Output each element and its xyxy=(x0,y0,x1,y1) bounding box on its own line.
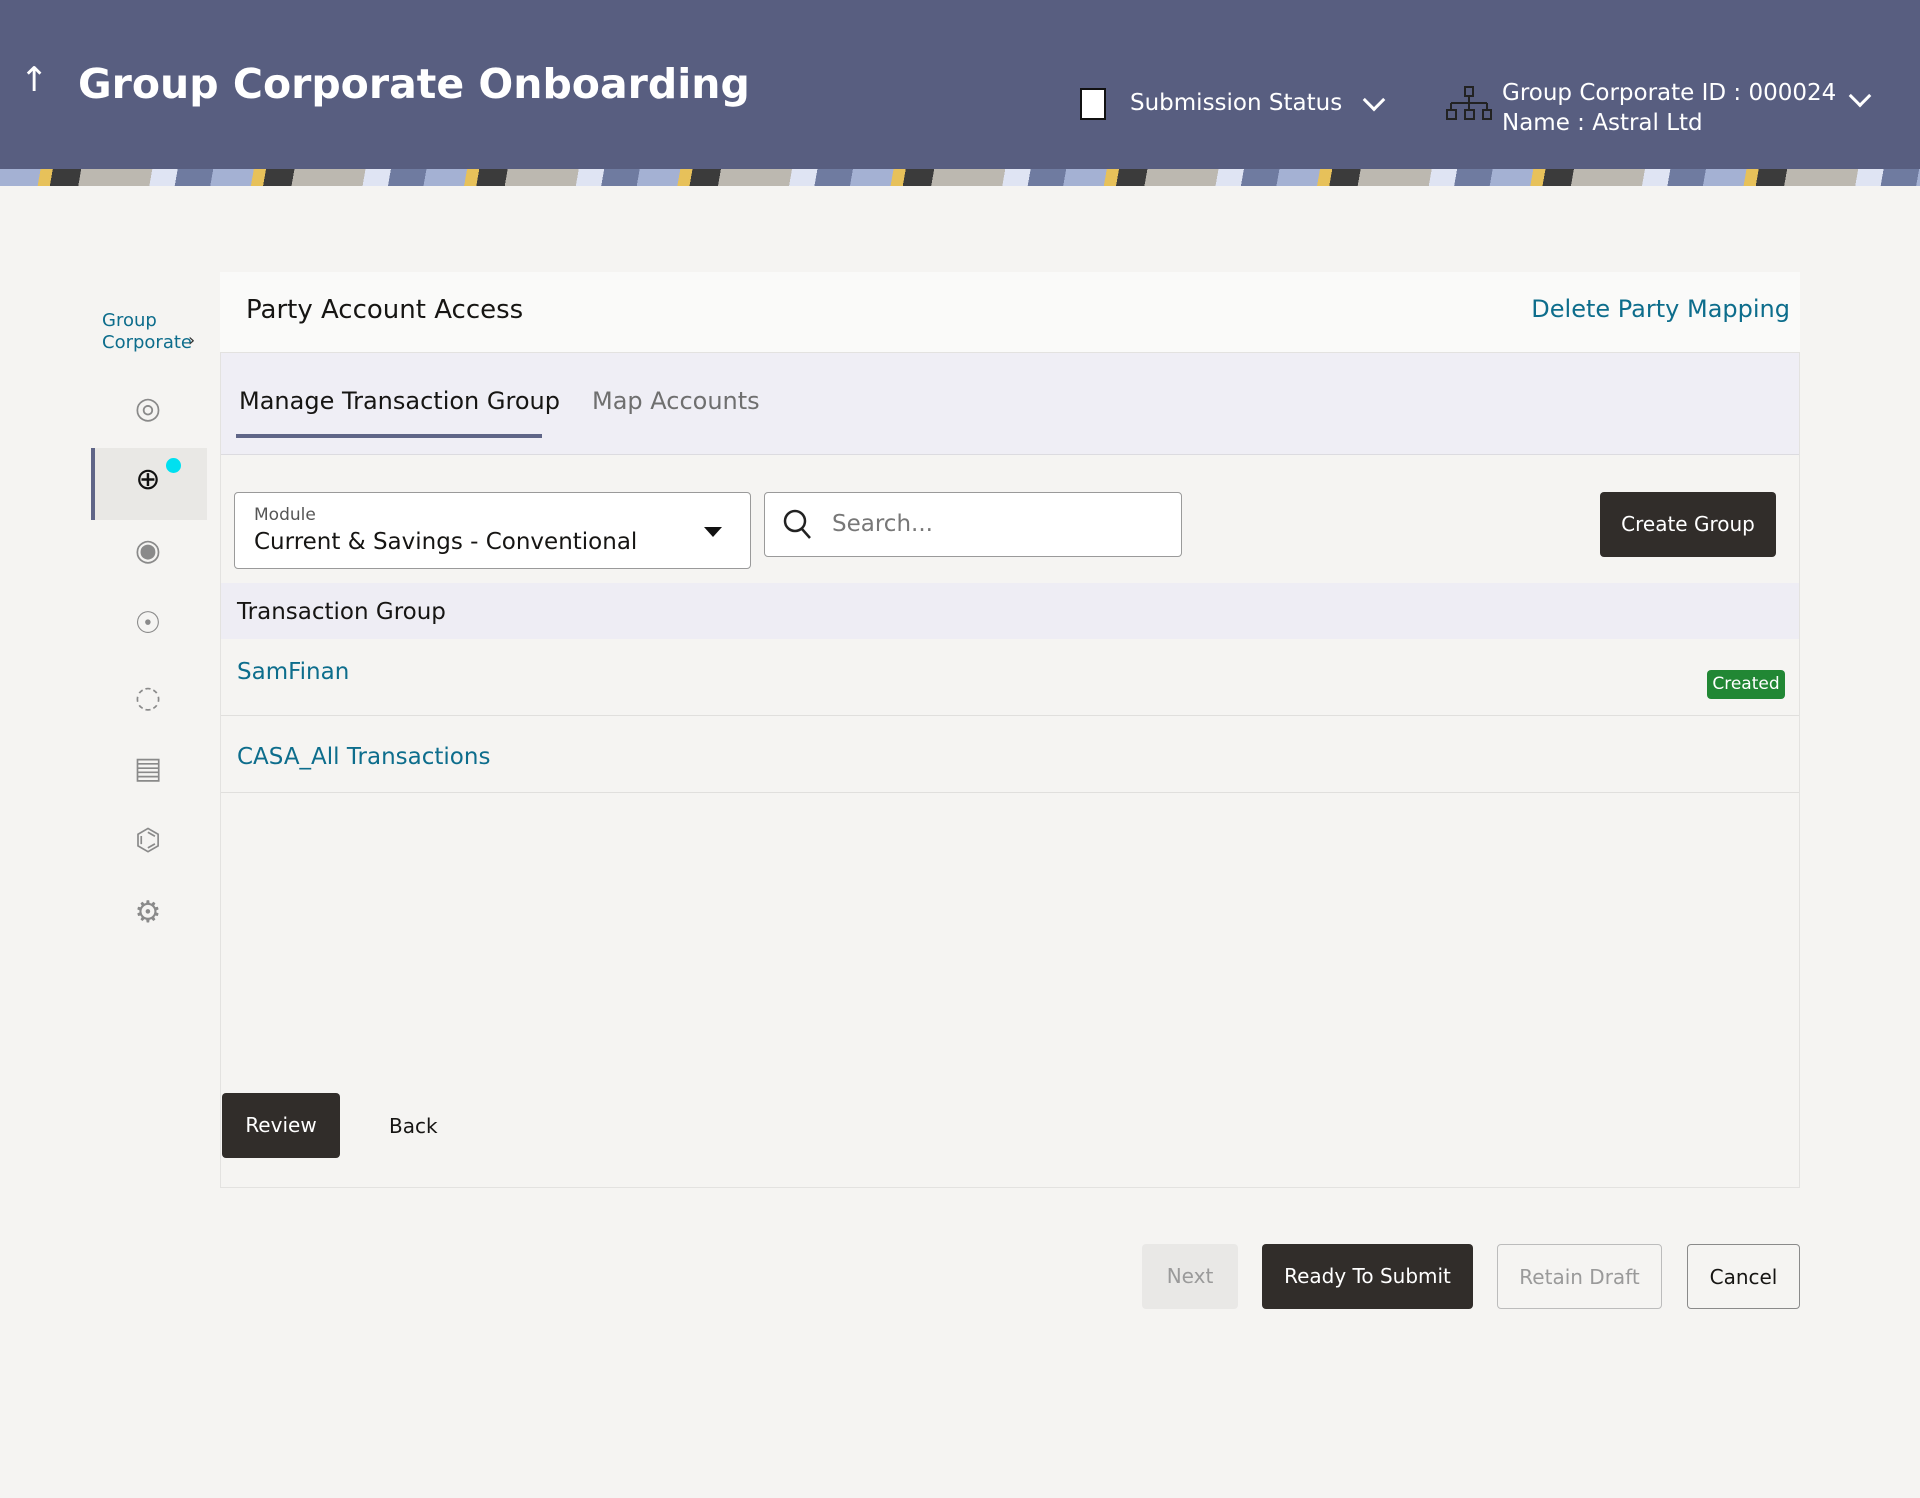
chevron-right-icon: › xyxy=(188,330,196,351)
notification-dot xyxy=(166,458,181,473)
back-button[interactable]: Back xyxy=(389,1114,438,1138)
header-pattern xyxy=(0,169,1920,186)
user-profile-icon[interactable]: ◉ xyxy=(134,533,162,568)
submission-status-button[interactable]: Submission Status xyxy=(1130,90,1343,116)
app-header xyxy=(0,0,1920,169)
users-group-icon[interactable]: ☉ xyxy=(134,606,162,641)
review-button[interactable]: Review xyxy=(222,1093,340,1158)
report-icon[interactable]: ▤ xyxy=(133,751,163,786)
active-tab-indicator xyxy=(236,434,542,438)
globe-user-icon[interactable]: ⊕ xyxy=(135,462,161,497)
card-header xyxy=(220,272,1800,353)
group-corporate-info: Group Corporate ID : 000024 Name : Astral… xyxy=(1502,78,1836,138)
group-corporate-id: Group Corporate ID : 000024 xyxy=(1502,80,1837,106)
breadcrumb-group-corporate[interactable]: Group Corporate xyxy=(102,310,192,353)
module-label: Module xyxy=(254,505,316,525)
retain-draft-button[interactable]: Retain Draft xyxy=(1497,1244,1662,1309)
org-chart-icon xyxy=(1446,86,1492,120)
submission-status-icon xyxy=(1080,88,1106,120)
workflow-icon[interactable]: ⌬ xyxy=(134,823,162,858)
card-title: Party Account Access xyxy=(246,295,524,325)
module-value: Current & Savings - Conventional xyxy=(254,529,638,555)
delete-party-mapping-link[interactable]: Delete Party Mapping xyxy=(1531,295,1790,323)
ready-to-submit-button[interactable]: Ready To Submit xyxy=(1262,1244,1473,1309)
create-group-button[interactable]: Create Group xyxy=(1600,492,1776,557)
search-placeholder: Search... xyxy=(832,511,933,537)
arrow-up-icon[interactable]: ↑ xyxy=(20,60,49,100)
table-row[interactable]: SamFinan xyxy=(221,639,1799,716)
user-edit-icon[interactable]: ◌ xyxy=(134,680,162,715)
transaction-group-link[interactable]: CASA_All Transactions xyxy=(237,744,491,770)
search-input[interactable]: Search... xyxy=(764,492,1182,557)
transaction-group-link[interactable]: SamFinan xyxy=(237,659,350,685)
tab-map-accounts[interactable]: Map Accounts xyxy=(592,387,760,415)
module-select[interactable]: Module Current & Savings - Conventional xyxy=(234,492,751,569)
page-title: Group Corporate Onboarding xyxy=(78,60,750,108)
cancel-button[interactable]: Cancel xyxy=(1687,1244,1800,1309)
group-corporate-name: Name : Astral Ltd xyxy=(1502,110,1703,136)
globe-refresh-icon[interactable]: ◎ xyxy=(134,391,162,426)
user-settings-icon[interactable]: ⚙ xyxy=(134,895,162,930)
search-icon xyxy=(783,509,811,539)
next-button[interactable]: Next xyxy=(1142,1244,1238,1309)
table-header: Transaction Group xyxy=(221,583,1799,639)
sidebar-active-item[interactable] xyxy=(91,448,207,520)
table-row[interactable]: CASA_All Transactions xyxy=(221,716,1799,793)
tab-bar xyxy=(221,353,1799,455)
tab-manage-transaction-group[interactable]: Manage Transaction Group xyxy=(239,387,560,415)
status-badge: Created xyxy=(1707,670,1785,699)
caret-down-icon xyxy=(704,527,722,537)
